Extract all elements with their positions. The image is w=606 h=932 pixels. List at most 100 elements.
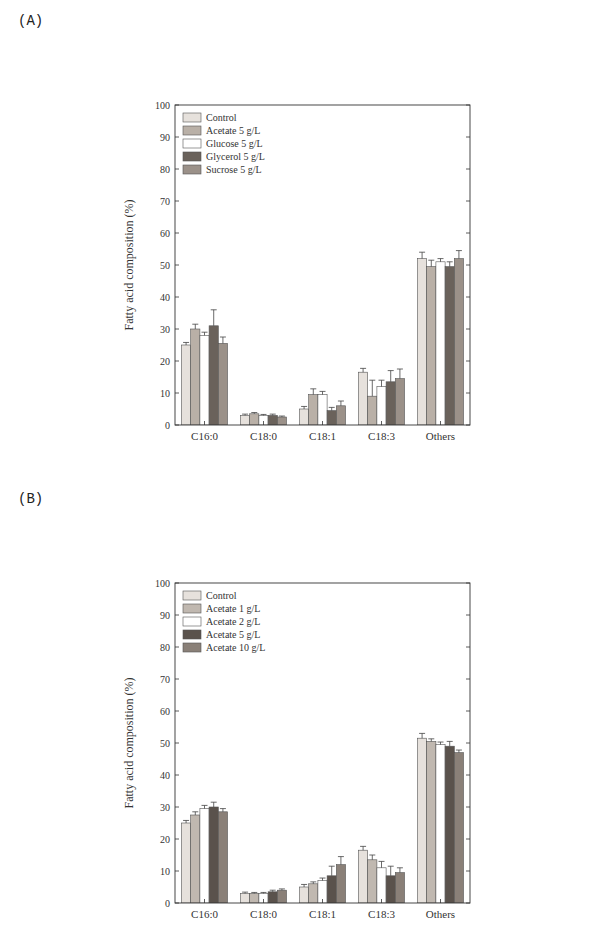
bar	[454, 259, 463, 425]
error-stem	[313, 389, 314, 395]
error-bar	[220, 809, 226, 812]
bar	[436, 745, 445, 903]
error-stem	[390, 371, 391, 382]
error-cap	[397, 867, 403, 868]
error-bar	[220, 337, 226, 343]
bar	[445, 746, 454, 903]
error-cap	[202, 332, 208, 333]
y-tick-label: 20	[160, 356, 170, 367]
error-cap	[261, 892, 267, 893]
x-tick	[381, 899, 382, 903]
error-bar	[428, 260, 434, 266]
x-tick	[322, 421, 323, 425]
error-cap	[310, 881, 316, 882]
bar	[268, 892, 277, 903]
error-cap	[251, 412, 257, 413]
error-cap	[379, 861, 385, 862]
y-tick	[175, 169, 179, 170]
error-cap	[456, 750, 462, 751]
bar	[218, 343, 227, 425]
y-tick-label: 30	[160, 802, 170, 813]
error-cap	[242, 892, 248, 893]
y-tick	[466, 393, 470, 394]
y-tick-label: 60	[160, 228, 170, 239]
error-cap	[329, 407, 335, 408]
x-tick-label: Others	[426, 908, 455, 920]
bar	[209, 807, 218, 903]
error-stem	[195, 812, 196, 815]
bar	[427, 267, 436, 425]
error-stem	[340, 857, 341, 865]
error-bar	[310, 389, 316, 395]
bar	[268, 415, 277, 425]
legend-swatch	[183, 113, 201, 122]
error-bar	[360, 846, 366, 850]
error-stem	[399, 868, 400, 873]
y-tick	[466, 297, 470, 298]
error-cap	[270, 890, 276, 891]
plot-frame	[175, 105, 470, 425]
y-tick	[466, 775, 470, 776]
error-bar	[456, 251, 462, 259]
marks	[181, 733, 463, 903]
error-cap	[447, 261, 453, 262]
error-bar	[397, 369, 403, 379]
error-cap	[438, 258, 444, 259]
bar	[368, 396, 377, 425]
x-tick	[440, 421, 441, 425]
panel-label: (B)	[18, 491, 43, 507]
bar	[445, 267, 454, 425]
bar	[395, 873, 404, 903]
error-cap	[388, 370, 394, 371]
figure: (A)Fatty acid composition (%)01020304050…	[0, 0, 606, 932]
error-bar	[242, 414, 248, 415]
error-stem	[322, 391, 323, 394]
y-tick	[466, 137, 470, 138]
error-cap	[183, 342, 189, 343]
error-cap	[329, 866, 335, 867]
error-bar	[270, 414, 276, 415]
marks	[181, 251, 463, 425]
error-bar	[270, 890, 276, 892]
x-tick-label: C18:1	[309, 908, 336, 920]
y-tick	[466, 871, 470, 872]
error-stem	[390, 866, 391, 876]
error-cap	[397, 369, 403, 370]
error-cap	[438, 742, 444, 743]
bar	[318, 881, 327, 903]
error-cap	[360, 846, 366, 847]
x-tick-label: Others	[426, 430, 455, 442]
legend-swatch	[183, 643, 201, 652]
error-bar	[379, 861, 385, 867]
y-tick-label: 20	[160, 834, 170, 845]
error-bar	[310, 882, 316, 884]
error-stem	[204, 805, 205, 808]
error-bar	[261, 414, 267, 416]
y-tick-label: 80	[160, 164, 170, 175]
error-cap	[251, 892, 257, 893]
bar	[299, 409, 308, 425]
error-stem	[372, 855, 373, 860]
error-bar	[251, 892, 257, 894]
error-cap	[261, 414, 267, 415]
error-bar	[301, 884, 307, 887]
legend-label: Acetate 10 g/L	[206, 642, 265, 653]
bar	[427, 741, 436, 903]
y-tick	[175, 201, 179, 202]
error-bar	[397, 868, 403, 873]
error-cap	[211, 309, 217, 310]
bar	[417, 738, 426, 903]
error-bar	[419, 252, 425, 258]
error-cap	[279, 888, 285, 889]
bar	[368, 860, 377, 903]
error-cap	[310, 388, 316, 389]
bar	[417, 259, 426, 425]
error-cap	[220, 337, 226, 338]
bar	[200, 809, 209, 903]
error-cap	[338, 856, 344, 857]
error-cap	[301, 406, 307, 407]
x-tick-label: C18:1	[309, 430, 336, 442]
bar	[250, 414, 259, 425]
error-cap	[419, 733, 425, 734]
error-bar	[329, 407, 335, 410]
